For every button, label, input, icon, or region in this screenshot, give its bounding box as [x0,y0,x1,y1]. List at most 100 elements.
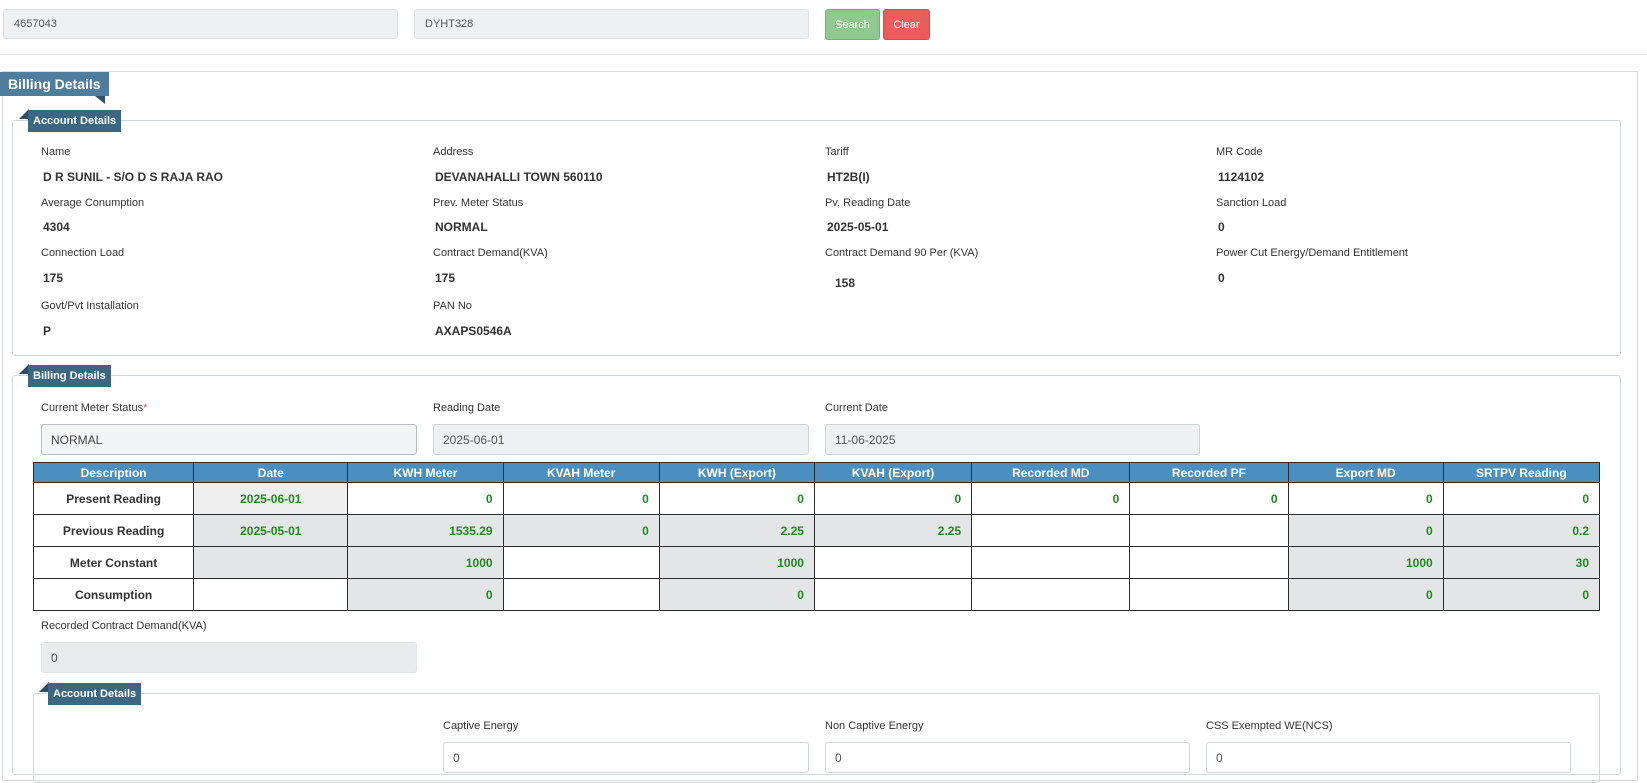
account-field-label: Address [433,146,474,158]
table-cell[interactable]: 0 [1442,482,1601,515]
account-field-value: DEVANAHALLI TOWN 560110 [435,170,603,184]
table-cell[interactable]: 0 [1287,482,1444,515]
non-captive-energy-input[interactable]: 0 [825,742,1190,773]
tag-fold [19,109,29,119]
table-row: Meter Constant 1000 1000 1000 30 [32,546,1601,579]
account-field-value: 0 [1218,220,1225,234]
table-cell[interactable]: 0 [1287,514,1444,547]
account-field-value: NORMAL [435,220,488,234]
billing-details-title: Billing Details [28,365,111,387]
reading-date-label: Reading Date [433,402,501,414]
css-exempted-label: CSS Exempted WE(NCS) [1206,720,1333,732]
table-cell[interactable] [193,546,349,579]
table-cell[interactable] [813,578,973,611]
table-cell[interactable]: 2025-05-01 [193,514,349,547]
table-cell[interactable]: 0 [1442,578,1601,611]
code-input[interactable]: DYHT328 [414,9,809,39]
table-cell[interactable]: 0 [813,482,973,515]
account-field-value: D R SUNIL - S/O D S RAJA RAO [43,170,224,184]
table-cell[interactable]: 2.25 [813,514,973,547]
account-field-label: Pv. Reading Date [825,197,911,209]
account-field-value: 0 [1218,271,1225,285]
current-date-label: Current Date [825,402,888,414]
table-cell[interactable]: 0 [971,482,1131,515]
tag-fold [19,364,29,374]
current-meter-status-label: Current Meter Status* [41,402,148,414]
table-cell[interactable]: 0 [658,482,815,515]
account-field-label: Tariff [825,146,849,158]
table-cell[interactable]: 0 [1287,578,1444,611]
table-cell[interactable]: 1535.29 [347,514,504,547]
non-captive-energy-label: Non Captive Energy [825,720,924,732]
clear-button[interactable]: Clear [883,9,930,40]
table-cell[interactable]: 0 [502,514,660,547]
column-header: KVAH Meter [502,462,660,483]
account-field-value: 2025-05-01 [827,220,889,234]
column-header: Description [32,462,195,483]
account-field-value: AXAPS0546A [435,324,512,338]
column-header: Recorded PF [1129,462,1289,483]
ribbon-fold [95,96,105,104]
captive-energy-label: Captive Energy [443,720,519,732]
account-field-value: P [43,324,52,338]
recorded-cd-label: Recorded Contract Demand(KVA) [41,620,207,632]
table-cell[interactable] [1129,546,1289,579]
column-header: KWH Meter [347,462,504,483]
account-field-value: 1124102 [1218,170,1265,184]
column-header: KVAH (Export) [813,462,973,483]
account-field-label: Contract Demand(KVA) [433,247,548,259]
table-cell[interactable] [1129,514,1289,547]
search-button[interactable]: Search [825,9,880,40]
account-number-input[interactable]: 4657043 [3,9,398,39]
table-cell[interactable] [813,546,973,579]
account-details-title: Account Details [28,110,122,132]
current-date-field: 11-06-2025 [825,424,1200,455]
current-meter-status-select[interactable]: NORMAL [41,424,417,455]
account-field-label: MR Code [1216,146,1263,158]
account-field-label: Connection Load [41,247,125,259]
account-field-label: Prev. Meter Status [433,197,524,209]
table-cell[interactable] [971,546,1131,579]
table-cell[interactable]: 1000 [347,546,504,579]
page-title: Billing Details [0,72,109,96]
account-field-value: HT2B(I) [827,170,870,184]
row-description: Present Reading [32,482,195,515]
row-description: Consumption [32,578,195,611]
table-cell[interactable]: 30 [1442,546,1601,579]
account-field-value: 158 [835,276,856,290]
account-field-label: Contract Demand 90 Per (KVA) [825,247,979,259]
table-cell[interactable] [971,514,1131,547]
captive-energy-input[interactable]: 0 [443,742,809,773]
table-cell[interactable]: 2.25 [658,514,815,547]
column-header: Recorded MD [971,462,1131,483]
table-cell[interactable] [971,578,1131,611]
account-details-section [12,120,1621,356]
table-cell[interactable]: 1000 [1287,546,1444,579]
row-description: Previous Reading [32,514,195,547]
table-cell[interactable]: 0 [347,482,504,515]
table-cell[interactable]: 0 [658,578,815,611]
table-cell[interactable]: 0 [347,578,504,611]
table-cell[interactable]: 1000 [658,546,815,579]
column-header: SRTPV Reading [1442,462,1601,483]
account-details-title-2: Account Details [48,683,142,705]
table-cell[interactable] [1129,578,1289,611]
account-field-label: Name [41,146,71,158]
account-field-value: 175 [43,271,64,285]
column-header: Export MD [1287,462,1444,483]
account-field-label: PAN No [433,300,472,312]
table-cell[interactable]: 0.2 [1442,514,1601,547]
css-exempted-input[interactable]: 0 [1206,742,1571,773]
account-field-label: Govt/Pvt Installation [41,300,139,312]
table-cell[interactable] [502,578,660,611]
readings-table: Description Date KWH Meter KVAH Meter KWH (E… [32,462,1601,611]
account-field-value: 4304 [43,220,70,234]
table-cell[interactable]: 0 [1129,482,1289,515]
table-row: Previous Reading 2025-05-01 1535.29 0 2.25 2.… [32,514,1601,547]
table-cell[interactable] [193,578,349,611]
table-row: Present Reading 2025-06-01 0 0 0 0 0 0 0 0 [32,482,1601,515]
reading-date-field[interactable]: 2025-06-01 [433,424,809,455]
table-cell[interactable]: 0 [502,482,660,515]
table-cell[interactable]: 2025-06-01 [193,482,349,515]
table-cell[interactable] [502,546,660,579]
